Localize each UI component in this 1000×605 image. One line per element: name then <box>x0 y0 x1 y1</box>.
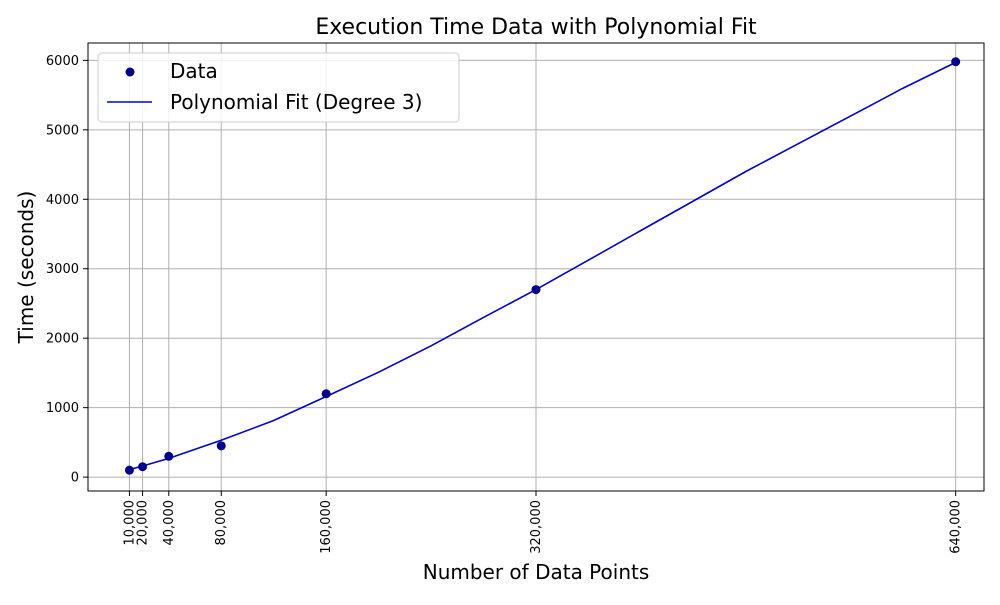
data-point <box>531 285 541 295</box>
y-tick-label: 6000 <box>46 54 79 69</box>
x-axis-label: Number of Data Points <box>423 560 650 584</box>
legend-data-label: Data <box>170 59 218 83</box>
x-tick-label: 40,000 <box>162 500 177 546</box>
grid-layer <box>88 43 984 491</box>
data-point <box>321 389 331 399</box>
fit-layer <box>129 61 957 471</box>
data-point <box>951 57 961 67</box>
legend-data-marker <box>125 67 135 77</box>
y-tick-label: 5000 <box>46 123 79 138</box>
data-point <box>216 441 226 451</box>
data-point <box>124 465 134 475</box>
x-tick-label: 640,000 <box>949 500 964 554</box>
point-layer <box>124 57 961 475</box>
y-tick-label: 1000 <box>46 401 79 416</box>
x-tick-label: 320,000 <box>529 500 544 554</box>
x-tick-label: 160,000 <box>319 500 334 554</box>
data-point <box>164 451 174 461</box>
y-tick-label: 4000 <box>46 193 79 208</box>
y-axis-label: Time (seconds) <box>14 191 38 345</box>
legend-box <box>97 52 460 123</box>
chart-title: Execution Time Data with Polynomial Fit <box>315 15 757 40</box>
y-tick-label: 3000 <box>46 262 79 277</box>
x-tick-label: 80,000 <box>214 500 229 546</box>
x-tick-label: 10,000 <box>122 500 137 546</box>
legend: Data Polynomial Fit (Degree 3) <box>97 52 460 123</box>
y-tick-label: 0 <box>71 471 79 486</box>
y-tick-label: 2000 <box>46 332 79 347</box>
data-point <box>138 462 148 472</box>
x-tick-label: 20,000 <box>136 500 151 546</box>
legend-fit-label: Polynomial Fit (Degree 3) <box>170 90 422 114</box>
fit-line <box>129 61 957 471</box>
